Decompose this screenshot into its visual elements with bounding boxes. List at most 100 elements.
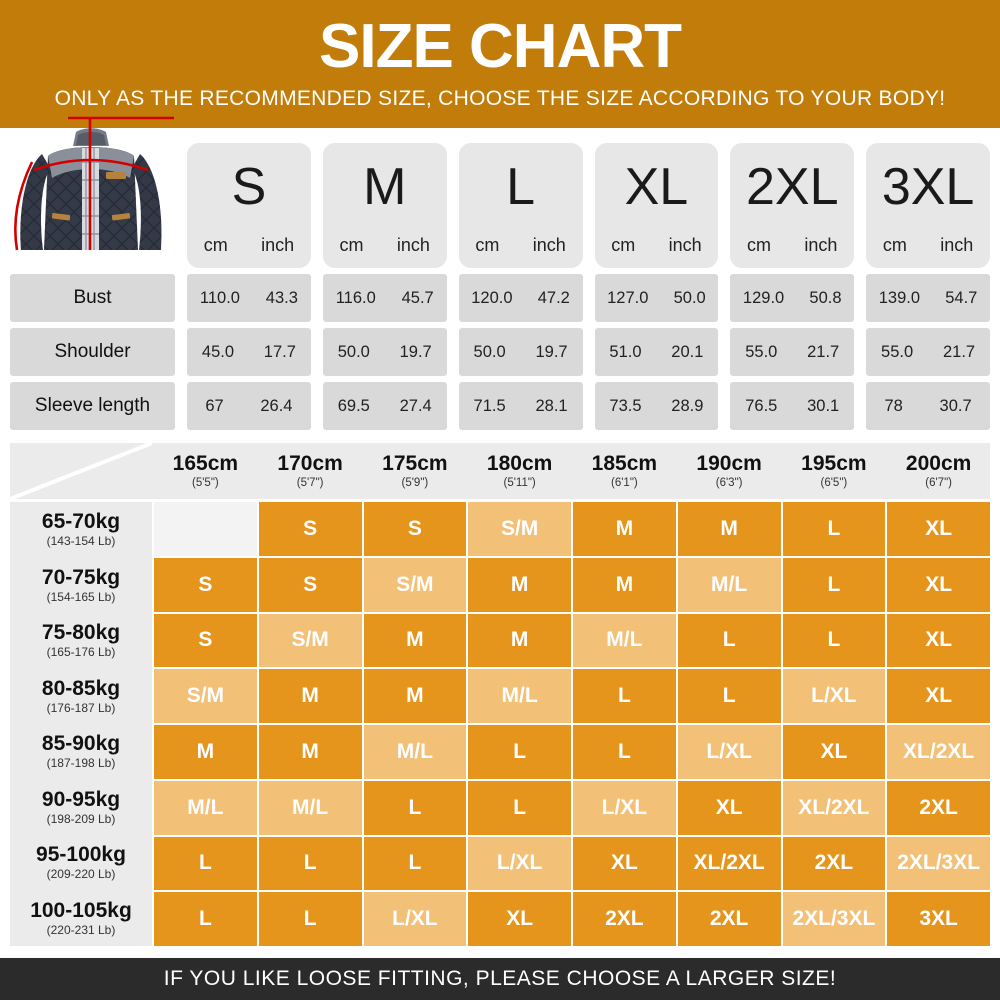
unit-row: cm inch bbox=[187, 235, 311, 256]
measurement-value-cell: 55.0 21.7 bbox=[730, 328, 855, 376]
measurement-value-cm: 71.5 bbox=[473, 396, 506, 415]
weight-lb-label: (143-154 Lb) bbox=[46, 534, 116, 549]
height-cm-label: 195cm bbox=[801, 452, 867, 476]
size-cell: M bbox=[468, 557, 571, 612]
measurement-value-cm: 129.0 bbox=[742, 288, 785, 307]
measurement-row-label: Shoulder bbox=[10, 328, 175, 376]
measurement-value-cell: 73.5 28.9 bbox=[594, 382, 719, 430]
size-cell: XL bbox=[782, 725, 886, 779]
size-label: S bbox=[231, 158, 267, 216]
size-cell: L bbox=[468, 780, 571, 835]
size-cell: S/M bbox=[363, 557, 467, 612]
weight-row-label: 75-80kg (165-176 Lb) bbox=[10, 613, 152, 669]
footer-note: IF YOU LIKE LOOSE FITTING, PLEASE CHOOSE… bbox=[163, 967, 837, 990]
size-cell: S/M bbox=[258, 613, 362, 668]
unit-label-cm: cm bbox=[203, 235, 228, 255]
unit-row: cm inch bbox=[323, 235, 447, 256]
measurement-value-cell: 71.5 28.1 bbox=[458, 382, 583, 430]
height-ft-label: (5'7") bbox=[296, 477, 324, 490]
size-cell: M bbox=[363, 669, 467, 723]
size-column-header: 2XL cm inch bbox=[730, 143, 855, 268]
weight-lb-label: (198-209 Lb) bbox=[46, 811, 116, 826]
measurement-value-cell: 50.0 19.7 bbox=[322, 328, 447, 376]
measurement-value-cm: 110.0 bbox=[199, 288, 240, 307]
measurement-row-label: Sleeve length bbox=[10, 382, 175, 430]
header-banner: SIZE CHART ONLY AS THE RECOMMENDED SIZE,… bbox=[0, 0, 1000, 128]
page-title: SIZE CHART bbox=[319, 12, 682, 81]
height-cm-label: 165cm bbox=[172, 452, 239, 476]
size-cell: L bbox=[782, 613, 886, 668]
weight-label-column: 65-70kg (143-154 Lb) 70-75kg (154-165 Lb) 75… bbox=[10, 502, 152, 946]
measurement-value-cell: 50.0 19.7 bbox=[458, 328, 583, 376]
height-ft-label: (6'7") bbox=[925, 477, 952, 490]
weight-lb-label: (154-165 Lb) bbox=[46, 589, 116, 604]
jacket-image bbox=[14, 116, 174, 251]
height-column-header: 170cm (5'7") bbox=[259, 443, 362, 499]
height-column-header: 180cm (5'11") bbox=[468, 443, 571, 499]
measurement-value-inch: 43.3 bbox=[265, 288, 298, 307]
measurement-value-cm: 50.0 bbox=[337, 342, 370, 361]
size-cell: L bbox=[782, 557, 886, 612]
size-matrix-body: 65-70kg (143-154 Lb) 70-75kg (154-165 Lb) 75… bbox=[10, 502, 990, 946]
size-cell: L/XL bbox=[573, 780, 676, 835]
size-cell: 2XL/3XL bbox=[782, 892, 886, 946]
size-cell: M bbox=[154, 725, 257, 779]
size-cell: 2XL bbox=[677, 892, 781, 946]
size-cell: L bbox=[677, 613, 781, 668]
height-ft-label: (5'11") bbox=[503, 477, 536, 490]
measurement-value-cell: 45.0 17.7 bbox=[187, 328, 311, 376]
size-cell: S bbox=[258, 502, 362, 556]
measurement-value-cm: 73.5 bbox=[609, 396, 642, 415]
size-cell: XL/2XL bbox=[677, 836, 781, 891]
weight-row-label: 80-85kg (176-187 Lb) bbox=[10, 669, 152, 725]
weight-lb-label: (187-198 Lb) bbox=[46, 756, 116, 771]
size-cell: L/XL bbox=[782, 669, 886, 723]
weight-kg-label: 95-100kg bbox=[36, 843, 126, 867]
size-cell: M bbox=[258, 725, 362, 779]
size-cell: 2XL bbox=[573, 892, 676, 946]
size-label: 3XL bbox=[881, 158, 975, 216]
height-column-header: 175cm (5'9") bbox=[364, 443, 467, 499]
size-cell: L bbox=[573, 669, 676, 723]
measurement-value-cell: 78 30.7 bbox=[866, 382, 990, 430]
unit-label-inch: inch bbox=[261, 235, 295, 255]
size-cell: XL/2XL bbox=[887, 725, 990, 779]
unit-label-cm: cm bbox=[475, 235, 500, 255]
size-cell: L bbox=[363, 836, 467, 891]
weight-kg-label: 75-80kg bbox=[41, 621, 121, 645]
size-cell: M bbox=[258, 669, 362, 723]
size-cell: L/XL bbox=[677, 725, 781, 779]
measurement-value-inch: 28.9 bbox=[671, 396, 704, 415]
size-label: XL bbox=[624, 158, 689, 216]
measurement-value-cm: 55.0 bbox=[881, 342, 914, 361]
height-ft-label: (5'5") bbox=[192, 477, 219, 490]
size-cell: L bbox=[154, 836, 257, 891]
size-cell: M/L bbox=[677, 557, 781, 612]
measurement-value-inch: 50.8 bbox=[809, 288, 842, 307]
unit-label-cm: cm bbox=[747, 235, 772, 255]
size-cell: L bbox=[468, 725, 571, 779]
measurement-value-cell: 67 26.4 bbox=[187, 382, 311, 430]
weight-lb-label: (165-176 Lb) bbox=[46, 645, 116, 660]
height-column-header: 200cm (6'7") bbox=[887, 443, 990, 499]
height-header-row: 165cm (5'5") 170cm (5'7") 175cm (5'9") 180cm (5… bbox=[10, 443, 990, 499]
measurement-row-label: Bust bbox=[10, 274, 175, 322]
measurement-value-cell: 69.5 27.4 bbox=[322, 382, 447, 430]
size-cell: L bbox=[258, 892, 362, 946]
weight-lb-label: (176-187 Lb) bbox=[46, 700, 116, 715]
measurement-value-cell: 55.0 21.7 bbox=[866, 328, 990, 376]
measurement-value-cm: 50.0 bbox=[473, 342, 506, 361]
size-cell: 2XL bbox=[782, 836, 886, 891]
size-label: M bbox=[363, 158, 407, 216]
size-cell: M/L bbox=[363, 725, 467, 779]
height-column-header: 195cm (6'5") bbox=[783, 443, 886, 499]
page-subtitle: ONLY AS THE RECOMMENDED SIZE, CHOOSE THE… bbox=[54, 87, 946, 111]
size-label: L bbox=[506, 158, 536, 216]
size-cell: L/XL bbox=[468, 836, 571, 891]
size-column-header: 3XL cm inch bbox=[866, 143, 990, 268]
size-cell: XL bbox=[887, 669, 990, 723]
unit-label-inch: inch bbox=[396, 235, 430, 255]
